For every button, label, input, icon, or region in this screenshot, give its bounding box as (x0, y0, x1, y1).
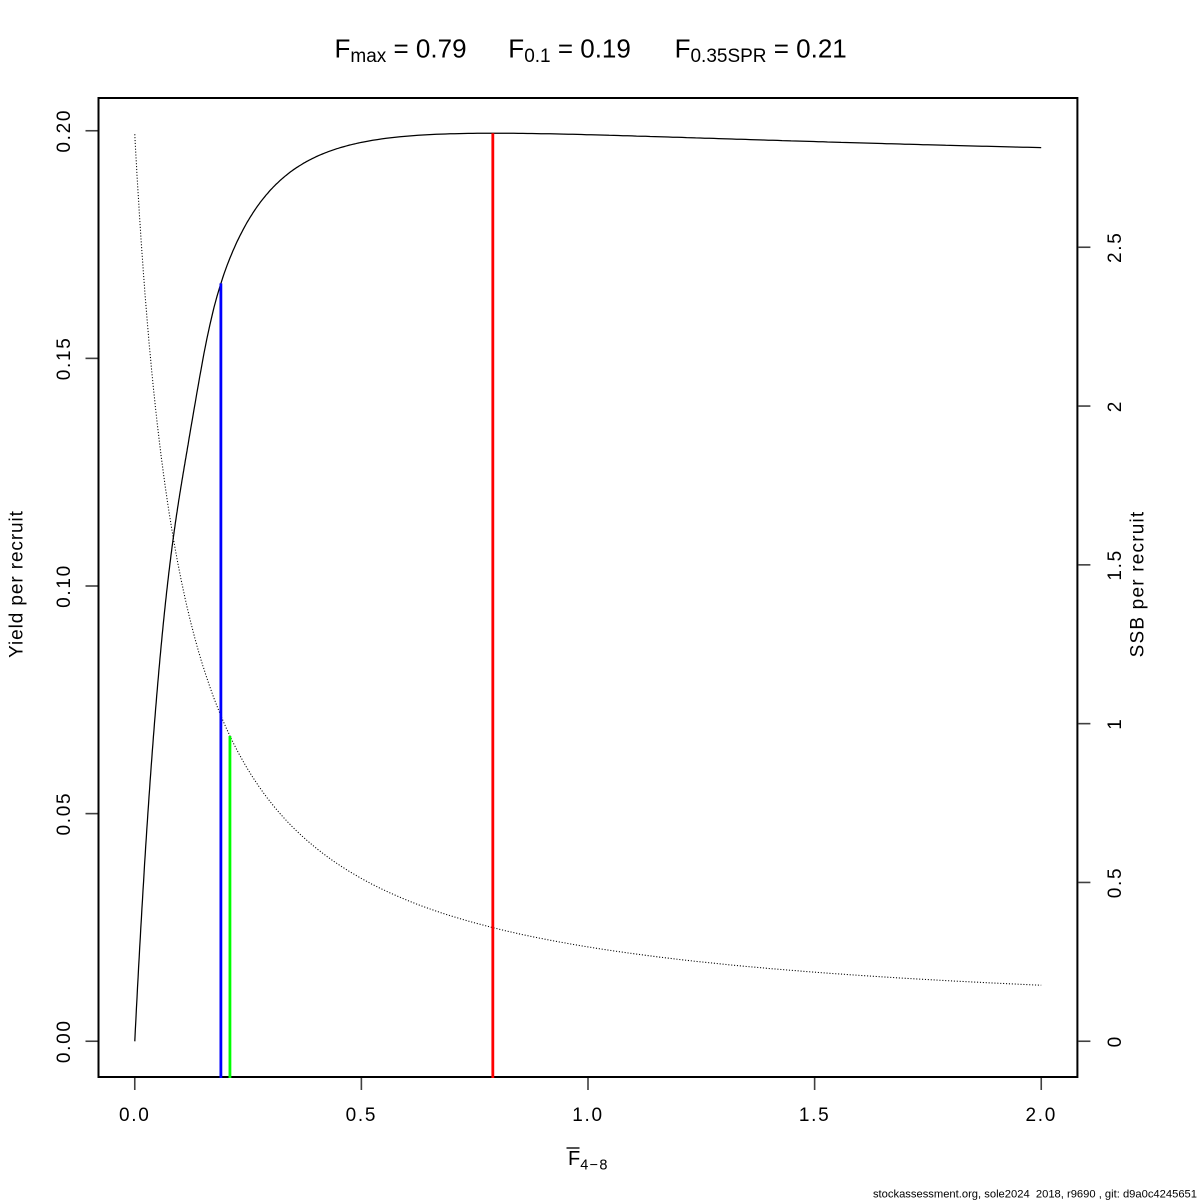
svg-text:0.20: 0.20 (54, 109, 75, 153)
svg-text:0.10: 0.10 (54, 564, 75, 608)
svg-text:2.5: 2.5 (1105, 231, 1126, 263)
svg-text:0.5: 0.5 (346, 1105, 378, 1126)
svg-text:0.15: 0.15 (54, 336, 75, 380)
svg-text:Fmax = 0.79: Fmax = 0.79 (335, 34, 467, 68)
svg-text:Yield per recruit: Yield per recruit (7, 510, 28, 658)
svg-text:2: 2 (1105, 400, 1126, 412)
svg-text:1.0: 1.0 (572, 1105, 604, 1126)
svg-text:1.5: 1.5 (1105, 549, 1126, 581)
svg-text:2.0: 2.0 (1025, 1105, 1057, 1126)
svg-text:1.5: 1.5 (799, 1105, 831, 1126)
svg-text:0.00: 0.00 (54, 1019, 75, 1063)
svg-text:0.0: 0.0 (119, 1105, 151, 1126)
svg-text:1: 1 (1105, 718, 1126, 730)
svg-text:0.5: 0.5 (1105, 867, 1126, 899)
svg-text:SSB per recruit: SSB per recruit (1128, 511, 1149, 658)
svg-text:0: 0 (1105, 1035, 1126, 1047)
svg-text:0.05: 0.05 (54, 792, 75, 836)
svg-text:stockassessment.org, sole2024: stockassessment.org, sole2024 2018, r969… (873, 1189, 1197, 1200)
